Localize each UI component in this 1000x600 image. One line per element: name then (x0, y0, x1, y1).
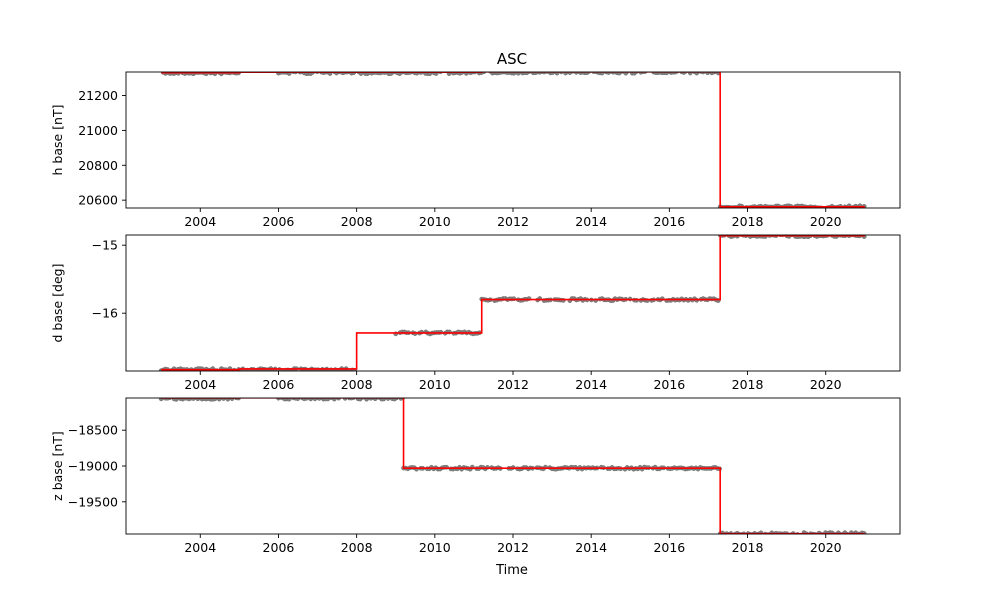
x-tick-label: 2012 (497, 214, 529, 229)
panel-1-frame (125, 71, 901, 209)
x-tick-label: 2016 (653, 214, 685, 229)
fit-line (161, 72, 865, 208)
x-tick-label: 2008 (341, 214, 373, 229)
chart-title: ASC (497, 50, 527, 68)
x-tick-label: 2004 (184, 377, 216, 392)
fit-line (161, 398, 865, 534)
data-point (554, 72, 560, 76)
x-tick-label: 2020 (810, 214, 842, 229)
y-tick-label: 20800 (78, 158, 118, 173)
x-tick-label: 2004 (184, 214, 216, 229)
data-point (675, 72, 680, 74)
x-tick-label: 2008 (341, 540, 373, 555)
x-tick-label: 2018 (732, 540, 764, 555)
panel-3: 2004 2006 2008 2010 2012 2014 2016 2018 2020 −185… (50, 397, 901, 555)
x-tick-label: 2014 (575, 540, 607, 555)
y-tick-label: 21200 (78, 88, 118, 103)
x-tick-label: 2010 (419, 377, 451, 392)
data-point (586, 72, 592, 74)
panel-2-plot-area (158, 235, 867, 371)
panel-2: 2004 2006 2008 2010 2012 2014 2016 2018 2020 −16 −… (50, 234, 901, 392)
x-tick-label: 2010 (419, 540, 451, 555)
y-tick-label: −19500 (68, 494, 118, 509)
y-axis-label: z base [nT] (50, 431, 65, 501)
y-tick-label: −19000 (68, 459, 118, 474)
data-point (683, 72, 689, 74)
x-tick-label: 2018 (732, 377, 764, 392)
y-tick-label: −15 (92, 238, 118, 253)
x-tick-label: 2008 (341, 377, 373, 392)
y-tick-label: 20600 (78, 193, 118, 208)
x-tick-label: 2014 (575, 214, 607, 229)
data-point (625, 72, 631, 74)
x-tick-label: 2016 (653, 377, 685, 392)
x-tick-label: 2012 (497, 377, 529, 392)
x-tick-label: 2004 (184, 540, 216, 555)
y-axis-label: h base [nT] (50, 105, 65, 176)
x-axis-label: Time (495, 563, 528, 578)
x-tick-label: 2010 (419, 214, 451, 229)
x-tick-label: 2012 (497, 540, 529, 555)
x-tick-label: 2018 (732, 214, 764, 229)
y-tick-label: 21000 (78, 123, 118, 138)
data-point (634, 72, 639, 74)
panel-2-frame (125, 234, 901, 372)
x-tick-label: 2006 (263, 214, 295, 229)
fit-line (161, 235, 865, 371)
data-point (381, 398, 387, 402)
y-tick-label: −18500 (68, 423, 118, 438)
panel-3-plot-area (158, 398, 867, 534)
data-point (332, 398, 337, 402)
x-tick-label: 2020 (810, 377, 842, 392)
x-tick-label: 2020 (810, 540, 842, 555)
x-tick-label: 2014 (575, 377, 607, 392)
data-point (599, 72, 605, 76)
panel-1: 2004 2006 2008 2010 2012 2014 2016 2018 2020 2060… (50, 71, 901, 229)
data-point (286, 398, 292, 402)
data-point (687, 72, 693, 76)
y-tick-label: −16 (92, 306, 118, 321)
x-tick-label: 2006 (263, 377, 295, 392)
x-tick-label: 2006 (263, 540, 295, 555)
data-point (351, 398, 357, 400)
y-axis-label: d base [deg] (50, 264, 65, 343)
x-tick-label: 2016 (653, 540, 685, 555)
panel-1-plot-area (160, 72, 867, 208)
